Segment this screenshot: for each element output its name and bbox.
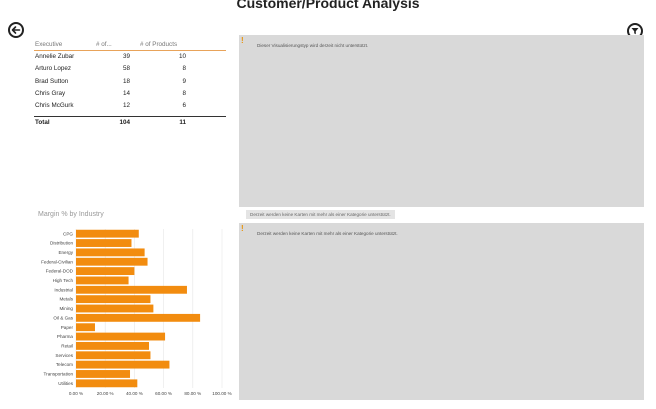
cell-executive: Annelie Zubar <box>35 53 75 60</box>
bar[interactable] <box>76 276 129 285</box>
cell-products: 8 <box>182 65 186 73</box>
cell-count: 12 <box>122 102 130 110</box>
cell-products: 10 <box>178 53 186 60</box>
category-label: Oil & Gas <box>53 315 73 320</box>
unsupported-visual-panel[interactable]: ! Dieser Visualisierungstyp wird derzeit… <box>239 35 644 207</box>
cell-count: 18 <box>122 77 130 85</box>
table-header: Executive # of... # of Products <box>34 39 226 51</box>
warning-icon: ! <box>241 224 244 233</box>
category-label: Paper <box>61 325 74 330</box>
x-tick-label: 80.00 % <box>184 391 201 396</box>
bar[interactable] <box>76 239 132 247</box>
warning-icon: ! <box>241 36 244 45</box>
panel-message: Dieser Visualisierungstyp wird derzeit n… <box>257 43 369 48</box>
unsupported-map-panel[interactable]: ! Derzeit werden keine Karten mit mehr a… <box>239 223 644 400</box>
tooltip: Derzeit werden keine Karten mit mehr als… <box>246 210 395 219</box>
bar[interactable] <box>76 332 166 341</box>
total-count: 104 <box>119 119 130 127</box>
cell-executive: Chris Gray <box>35 89 66 97</box>
category-label: Pharma <box>57 334 74 339</box>
category-label: Transportation <box>44 372 74 377</box>
bar[interactable] <box>76 351 151 360</box>
category-label: Utilities <box>58 381 74 386</box>
cell-count: 14 <box>122 89 130 97</box>
x-tick-label: 20.00 % <box>97 391 114 396</box>
x-tick-label: 100.00 % <box>212 391 231 396</box>
column-header-executive[interactable]: Executive <box>35 41 63 48</box>
table-row[interactable]: Arturo Lopez 58 8 <box>34 63 226 75</box>
category-label: Industrial <box>54 287 73 292</box>
cell-executive: Arturo Lopez <box>35 65 72 73</box>
bar[interactable] <box>76 267 135 276</box>
category-label: High Tech <box>53 278 74 283</box>
page-title: Customer/Product Analysis <box>236 0 420 11</box>
category-label: Mining <box>59 306 73 311</box>
category-label: Metals <box>59 297 73 302</box>
bar[interactable] <box>76 341 149 350</box>
cell-executive: Chris McGurk <box>35 102 74 110</box>
bar[interactable] <box>76 370 131 378</box>
column-header-count[interactable]: # of... <box>96 41 112 48</box>
table-row[interactable]: Chris McGurk 12 6 <box>34 100 226 112</box>
cell-count: 58 <box>122 65 130 73</box>
category-label: Distribution <box>50 241 73 246</box>
cell-products: 6 <box>182 102 186 110</box>
category-label: Federal-Civilian <box>41 259 73 264</box>
category-label: Retail <box>61 344 73 349</box>
x-tick-label: 40.00 % <box>126 391 143 396</box>
executive-table: Executive # of... # of Products Annelie … <box>34 39 226 130</box>
bar[interactable] <box>76 285 187 294</box>
cell-products: 9 <box>182 77 186 85</box>
category-label: Telecom <box>56 362 73 367</box>
cell-products: 8 <box>182 89 186 97</box>
back-button[interactable] <box>8 22 24 38</box>
category-label: CPG <box>63 231 73 236</box>
table-row[interactable]: Annelie Zubar 39 10 <box>34 51 226 63</box>
table-row[interactable]: Brad Sutton 18 9 <box>34 76 226 88</box>
bar[interactable] <box>76 257 148 266</box>
bar[interactable] <box>76 379 138 388</box>
table-row[interactable]: Chris Gray 14 8 <box>34 88 226 100</box>
category-label: Services <box>55 353 73 358</box>
x-tick-label: 60.00 % <box>155 391 172 396</box>
total-products: 11 <box>179 119 186 127</box>
filter-icon <box>631 28 639 35</box>
category-label: Energy <box>58 250 73 255</box>
bar[interactable] <box>76 360 170 369</box>
total-label: Total <box>35 119 50 127</box>
bar[interactable] <box>76 295 151 304</box>
cell-count: 39 <box>122 53 130 60</box>
bar[interactable] <box>76 313 201 322</box>
cell-executive: Brad Sutton <box>35 77 69 85</box>
bar[interactable] <box>76 323 95 332</box>
bar[interactable] <box>76 304 154 313</box>
column-header-products[interactable]: # of Products <box>140 41 178 48</box>
table-total-row: Total 104 11 <box>34 116 226 129</box>
category-label: Federal-DOD <box>46 269 74 274</box>
back-arrow-icon <box>11 26 21 34</box>
x-tick-label: 0.00 % <box>69 391 83 396</box>
bar[interactable] <box>76 248 145 257</box>
panel-message: Derzeit werden keine Karten mit mehr als… <box>257 231 398 236</box>
bar[interactable] <box>76 229 139 238</box>
chart-title: Margin % by Industry <box>38 211 104 218</box>
